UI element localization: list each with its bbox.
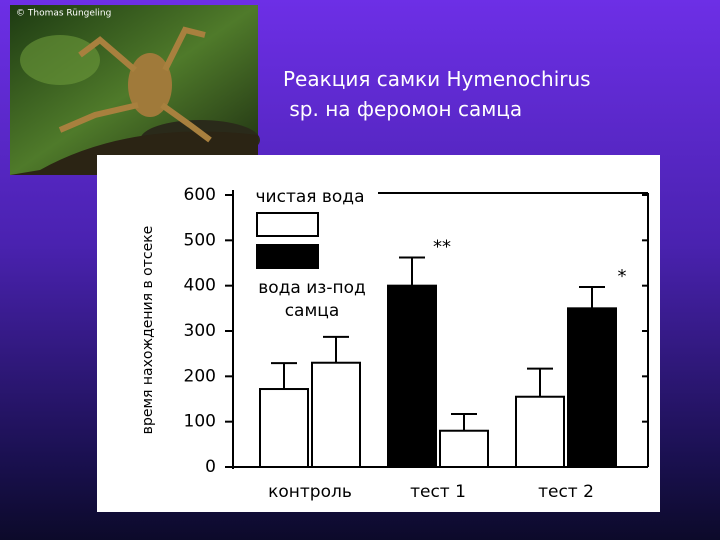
bar [387,284,437,468]
x-tick-label: тест 1 [410,482,466,502]
legend-label: вода из-под самца [258,278,366,321]
bar [311,361,361,469]
y-tick-label: 500 [184,230,216,250]
x-tick-label: тест 2 [538,482,594,502]
bar [439,429,489,469]
y-tick-label: 200 [184,366,216,386]
annotation: ** [433,237,451,258]
x-tick-label: контроль [268,482,352,502]
y-axis-label: время нахождения в отсеке [140,226,156,435]
title-line: Реакция самки Hymenochirus [283,67,591,91]
legend-swatch [256,212,319,237]
legend-label: чистая вода [256,187,365,207]
photo: © Thomas Rüngeling [10,5,260,175]
bar [259,388,309,469]
chart-panel [97,155,660,512]
y-tick-label: 600 [184,185,216,205]
annotation: * [618,266,627,287]
legend-swatch [256,244,319,269]
y-tick-label: 100 [184,412,216,432]
photo-credit: © Thomas Rüngeling [16,9,111,19]
bar [515,395,565,469]
bar [567,307,617,469]
title-line: sp. на феромон самца [283,97,522,121]
y-tick-label: 300 [184,321,216,341]
y-tick-label: 0 [205,457,216,477]
y-tick-label: 400 [184,276,216,296]
chart-title: Реакция самки Hymenochirus sp. на феромо… [283,67,591,121]
